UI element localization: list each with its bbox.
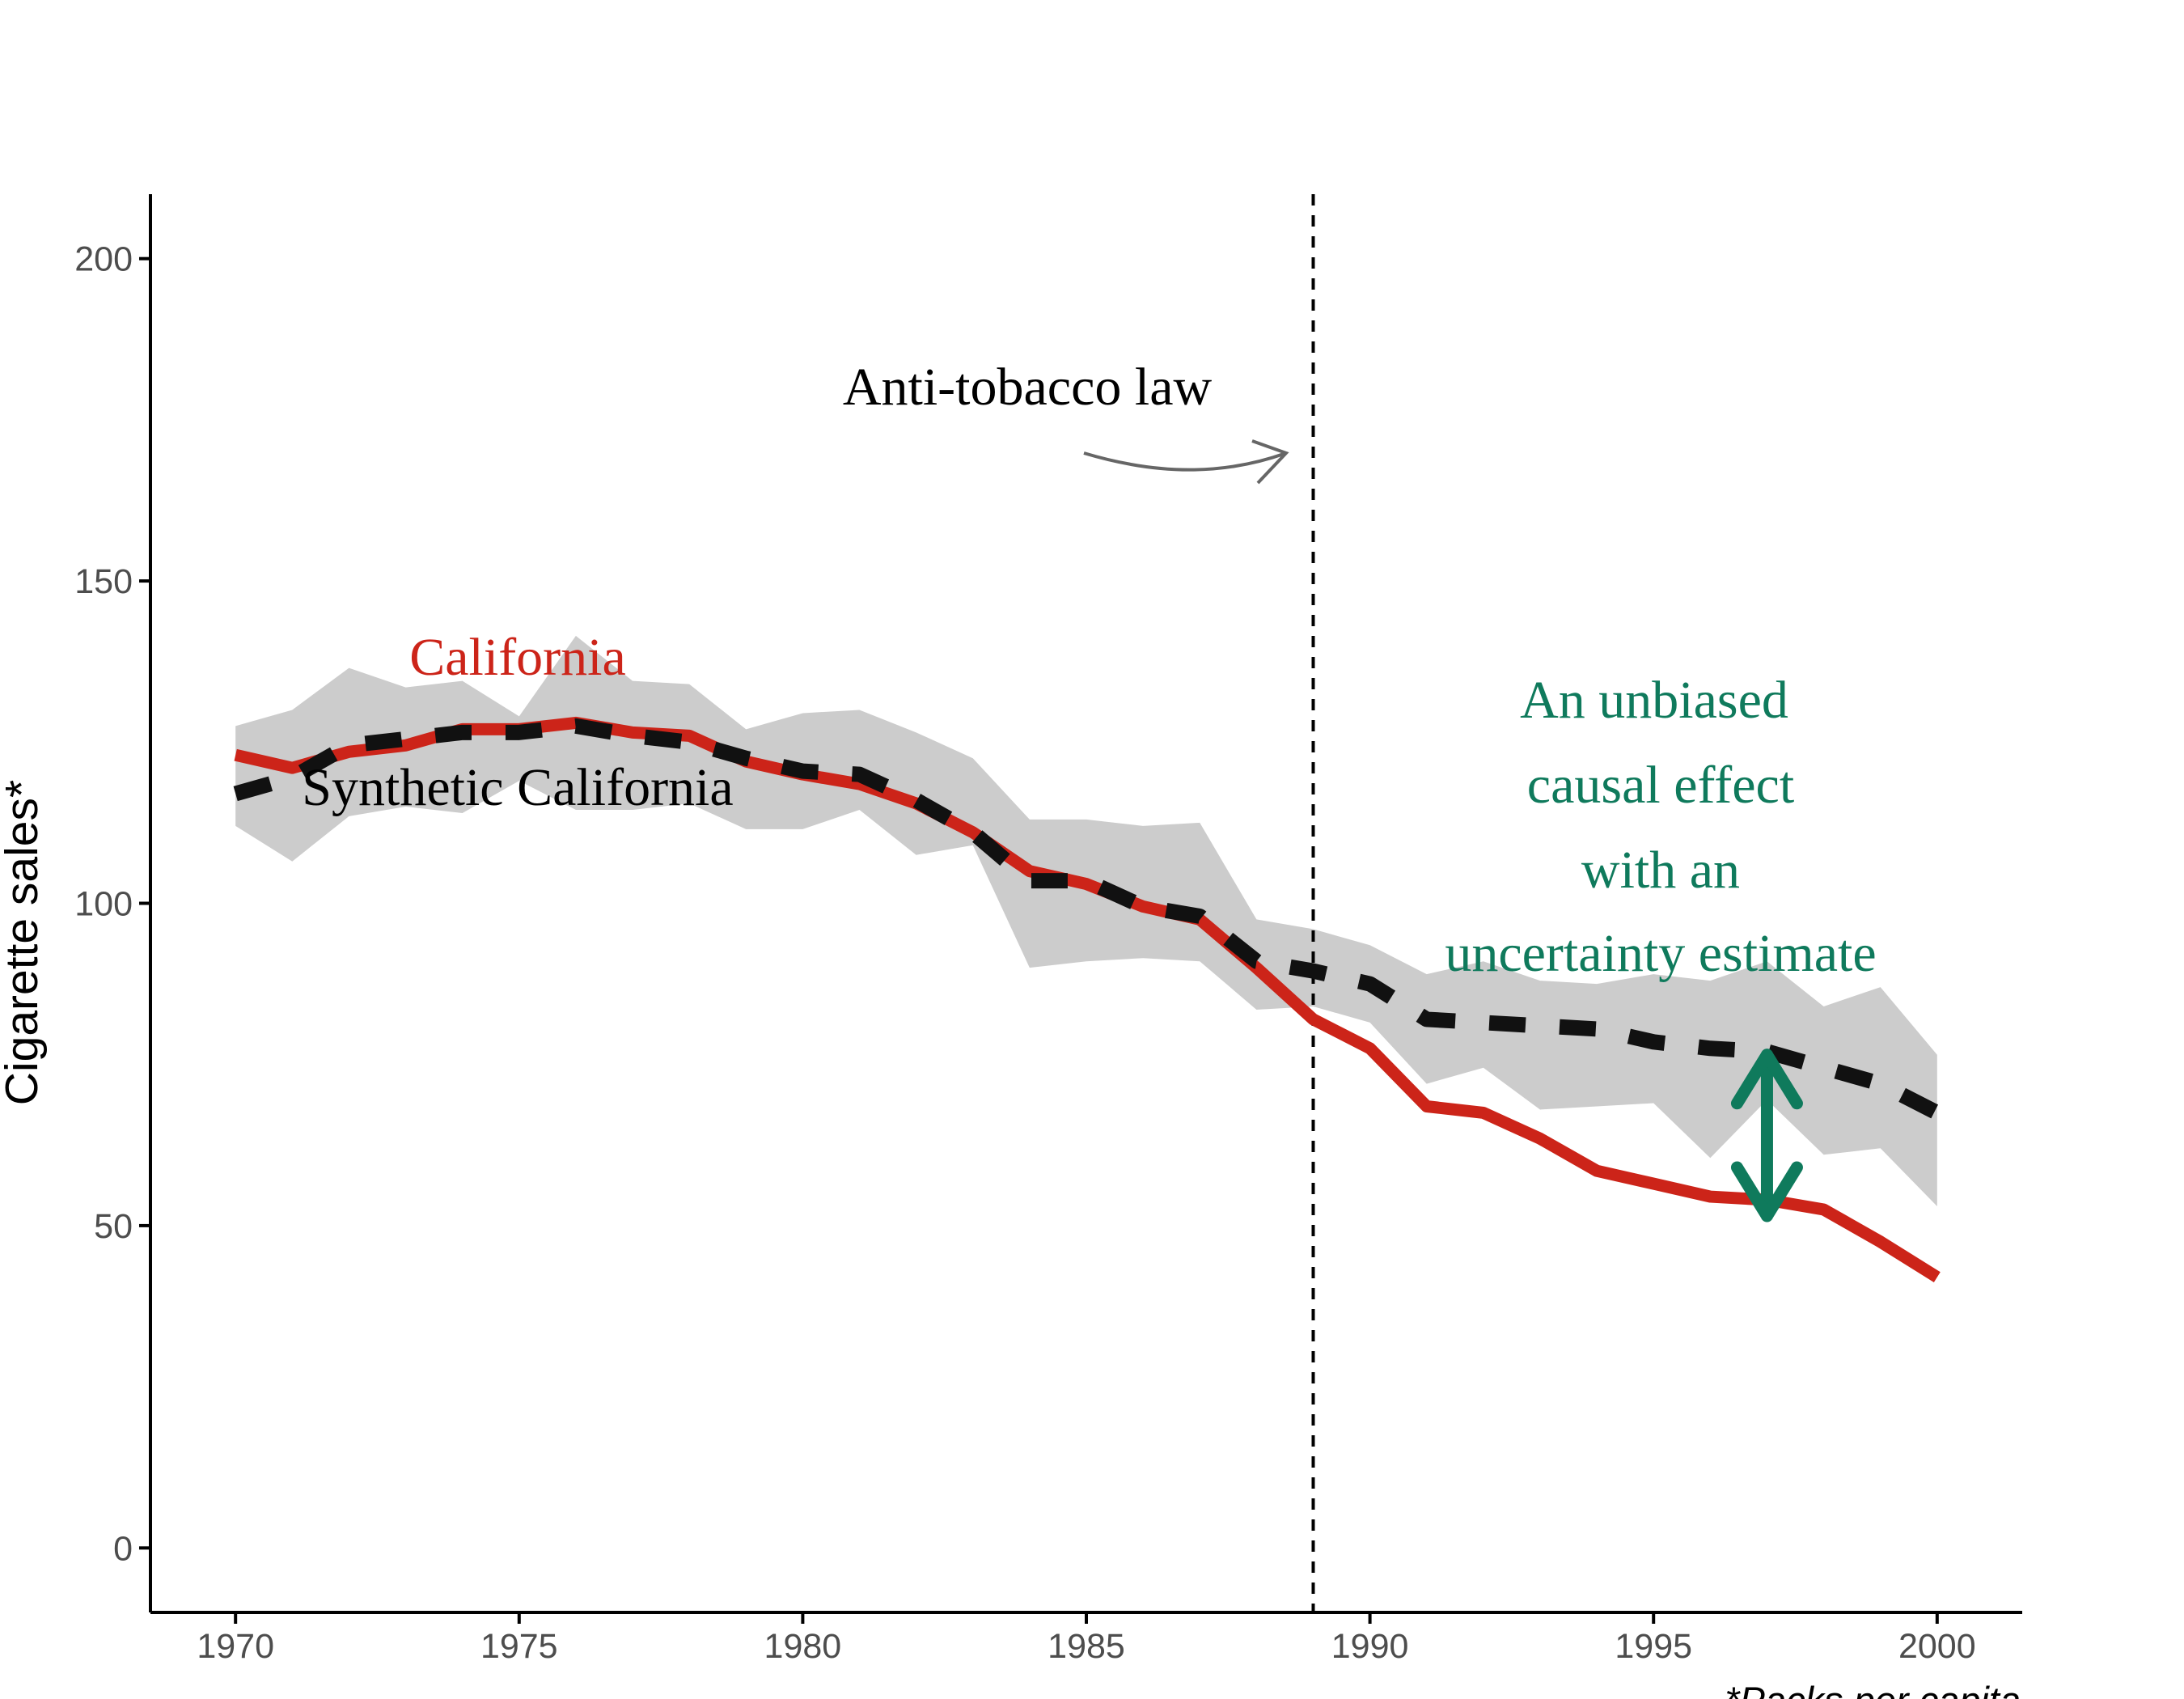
law-arrow-head (1251, 439, 1289, 485)
y-tick-label: 0 (113, 1529, 133, 1568)
y-tick-label: 150 (74, 562, 133, 601)
caption: *Packs per capita (1725, 1679, 2021, 1699)
effect-arrow-head-top (1730, 1049, 1803, 1110)
effect-arrow-head-bottom (1730, 1161, 1803, 1222)
effect-label-line-1: An unbiased (1520, 671, 1788, 730)
effect-label-line-3: with an (1581, 841, 1740, 900)
y-axis-title: Cigarette sales* (0, 780, 48, 1105)
annotation-layer: Anti-tobacco law California Synthetic Ca… (302, 358, 1877, 1222)
y-tick-label: 50 (94, 1207, 133, 1246)
uncertainty-band-layer (235, 635, 1937, 1207)
x-tick-label: 1980 (764, 1627, 842, 1666)
law-arrow-curve (1083, 451, 1287, 472)
effect-double-arrow (1730, 1049, 1803, 1222)
x-tick-label: 1970 (197, 1627, 274, 1666)
effect-label-line-2: causal effect (1527, 756, 1794, 815)
synthetic-series-label: Synthetic California (302, 758, 733, 817)
series-line-synthetic-california (233, 718, 1941, 1120)
x-tick-label: 1990 (1331, 1627, 1409, 1666)
axes-layer: 0 50 100 150 200 1970 1975 1980 1985 1990 1995 2000 (74, 194, 2022, 1666)
effect-label-line-4: uncertainty estimate (1445, 924, 1876, 983)
california-series-label: California (409, 628, 626, 687)
law-label: Anti-tobacco law (843, 358, 1213, 417)
series-layer (233, 716, 1941, 1283)
x-tick-label: 1975 (480, 1627, 558, 1666)
uncertainty-band (235, 635, 1937, 1207)
x-tick-label: 1995 (1615, 1627, 1692, 1666)
y-tick-label: 200 (74, 240, 133, 279)
x-tick-label: 1985 (1048, 1627, 1125, 1666)
y-tick-label: 100 (74, 885, 133, 924)
x-tick-label: 2000 (1898, 1627, 1976, 1666)
